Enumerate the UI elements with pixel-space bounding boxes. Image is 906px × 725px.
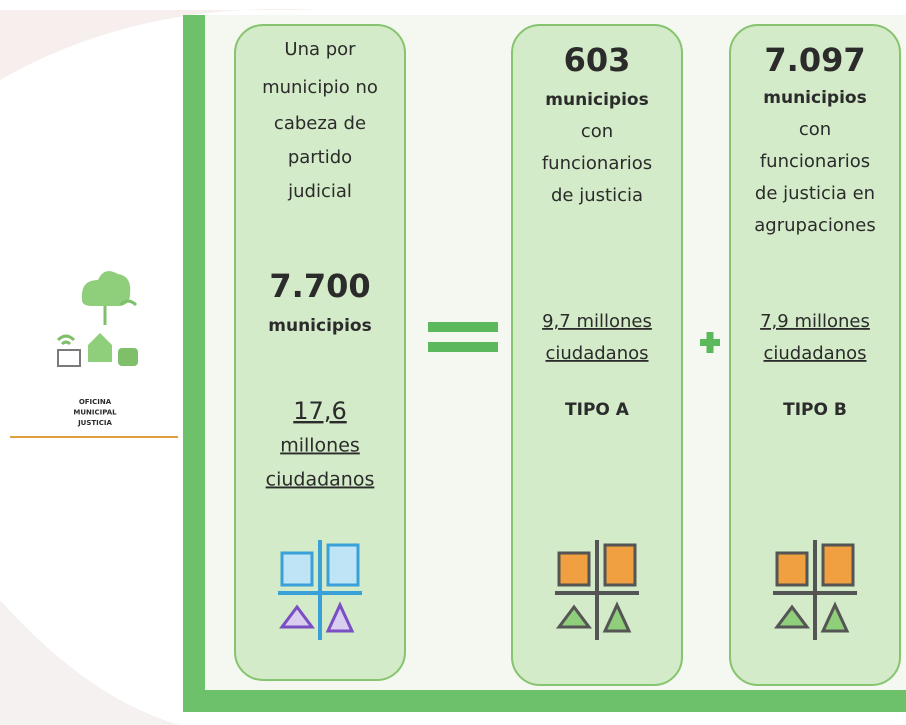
card-description: de justicia: [551, 185, 643, 206]
card-population: 7,9 millones: [760, 311, 870, 332]
logo-label: JUSTICIA: [77, 419, 112, 427]
card-description: agrupaciones: [754, 215, 876, 236]
card-unit: municipios: [268, 316, 371, 336]
card-type: TIPO B: [783, 400, 847, 420]
icon-house: [556, 604, 592, 629]
logo-label: OFICINA: [79, 398, 112, 406]
logo-label: MUNICIPAL: [73, 409, 117, 417]
card: [511, 24, 683, 686]
card-population: millones: [280, 435, 360, 457]
icon-building: [280, 551, 314, 587]
background-curve: [0, 600, 180, 725]
frame-bottom: [183, 690, 906, 712]
card-population: ciudadanos: [763, 343, 866, 364]
logo-icon: [56, 271, 138, 367]
card-population: 9,7 millones: [542, 311, 652, 332]
card: [234, 24, 406, 681]
card-description: municipio no: [262, 77, 378, 98]
card-unit: municipios: [545, 90, 648, 110]
card: [729, 24, 901, 686]
icon-building: [326, 543, 360, 587]
city-icon: [773, 540, 857, 640]
card-type: TIPO A: [565, 400, 630, 420]
card-description: Una por: [284, 39, 356, 60]
plus-sign: [700, 332, 720, 353]
card-description: funcionarios: [542, 153, 652, 174]
card-population: ciudadanos: [545, 343, 648, 364]
card-description: judicial: [287, 181, 352, 202]
card-population: 17,6: [293, 397, 346, 425]
icon-house: [279, 604, 315, 629]
icon-building: [821, 543, 855, 587]
card-count: 603: [564, 41, 631, 79]
frame-left: [183, 15, 205, 712]
card-count: 7.097: [764, 41, 865, 79]
card-description: de justicia en: [755, 183, 875, 204]
city-icon: [278, 540, 362, 640]
card-unit: municipios: [763, 88, 866, 108]
card-description: con: [799, 119, 831, 140]
icon-building: [603, 543, 637, 587]
card-description: cabeza de: [274, 113, 366, 134]
equals-sign: [428, 322, 498, 352]
icon-trees: [325, 601, 355, 633]
icon-building: [775, 551, 809, 587]
icon-trees: [602, 601, 632, 633]
background-curve: [0, 8, 320, 80]
city-icon: [555, 540, 639, 640]
icon-building: [557, 551, 591, 587]
card-population: ciudadanos: [266, 469, 375, 491]
icon-house: [774, 604, 810, 629]
card-description: funcionarios: [760, 151, 870, 172]
card-count: 7.700: [269, 267, 370, 305]
icon-trees: [820, 601, 850, 633]
card-description: partido: [288, 147, 352, 168]
card-description: con: [581, 121, 613, 142]
